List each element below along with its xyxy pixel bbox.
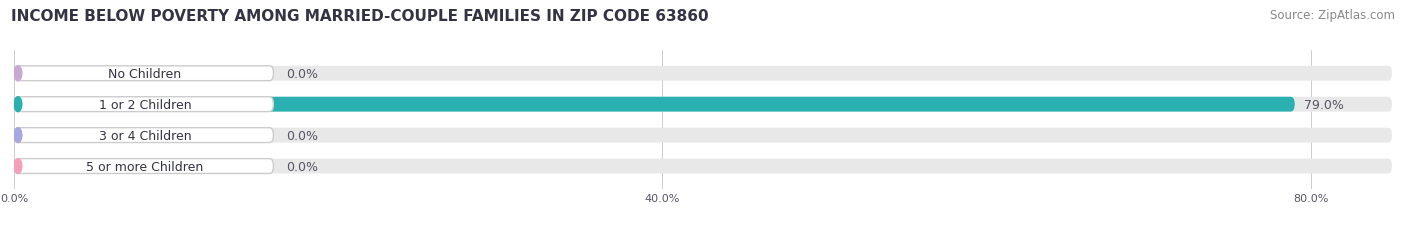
- Circle shape: [14, 159, 22, 174]
- Circle shape: [14, 128, 22, 143]
- Text: Source: ZipAtlas.com: Source: ZipAtlas.com: [1270, 9, 1395, 22]
- Text: No Children: No Children: [108, 67, 181, 80]
- FancyBboxPatch shape: [14, 97, 273, 112]
- FancyBboxPatch shape: [14, 97, 1295, 112]
- Text: INCOME BELOW POVERTY AMONG MARRIED-COUPLE FAMILIES IN ZIP CODE 63860: INCOME BELOW POVERTY AMONG MARRIED-COUPL…: [11, 9, 709, 24]
- Circle shape: [14, 97, 22, 112]
- FancyBboxPatch shape: [14, 67, 1392, 81]
- FancyBboxPatch shape: [14, 159, 273, 174]
- Text: 79.0%: 79.0%: [1305, 98, 1344, 111]
- FancyBboxPatch shape: [14, 67, 273, 81]
- Text: 3 or 4 Children: 3 or 4 Children: [98, 129, 191, 142]
- Text: 5 or more Children: 5 or more Children: [86, 160, 204, 173]
- FancyBboxPatch shape: [14, 128, 1392, 143]
- FancyBboxPatch shape: [14, 128, 273, 143]
- FancyBboxPatch shape: [14, 97, 1392, 112]
- Text: 0.0%: 0.0%: [287, 160, 318, 173]
- Text: 0.0%: 0.0%: [287, 67, 318, 80]
- Text: 1 or 2 Children: 1 or 2 Children: [98, 98, 191, 111]
- FancyBboxPatch shape: [14, 159, 1392, 174]
- Circle shape: [14, 67, 22, 81]
- Text: 0.0%: 0.0%: [287, 129, 318, 142]
